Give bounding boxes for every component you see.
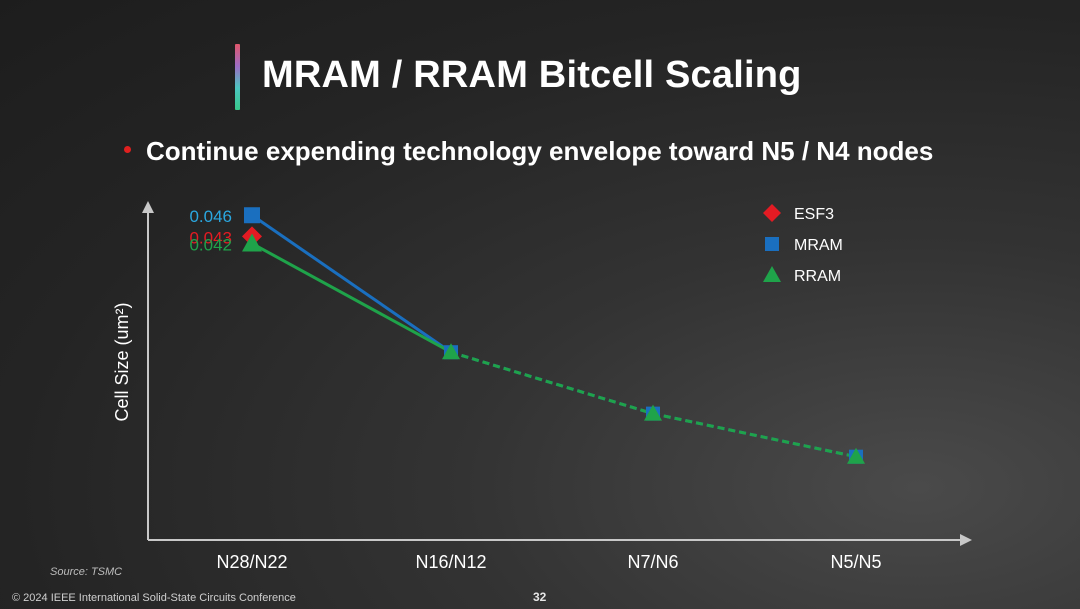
x-tick-label: N7/N6 <box>627 552 678 572</box>
legend-rram-marker <box>763 266 781 282</box>
copyright-text: © 2024 IEEE International Solid-State Ci… <box>12 592 296 604</box>
mram-data-label: 0.046 <box>189 207 232 226</box>
title-accent-bar <box>235 44 240 110</box>
rram-line-segment <box>652 412 857 459</box>
rram-data-label: 0.042 <box>189 235 232 254</box>
mram-line-segment <box>251 214 452 354</box>
slide-title: MRAM / RRAM Bitcell Scaling <box>262 54 802 96</box>
rram-line-segment <box>450 350 654 416</box>
rram-marker <box>442 343 460 360</box>
legend-rram-label: RRAM <box>794 268 841 285</box>
esf3-data-label: 0.043 <box>189 228 232 247</box>
mram-marker <box>244 207 260 224</box>
x-axis-arrow <box>960 534 972 546</box>
legend-esf3-label: ESF3 <box>794 206 834 223</box>
y-axis-label: Cell Size (um²) <box>112 302 132 421</box>
y-axis-arrow <box>142 201 154 213</box>
rram-line-segment <box>251 242 452 354</box>
legend-mram-marker <box>765 237 779 251</box>
bullet-dot <box>124 146 131 153</box>
x-tick-label: N28/N22 <box>216 552 287 572</box>
legend-esf3-marker <box>763 204 781 222</box>
x-tick-label: N16/N12 <box>415 552 486 572</box>
x-tick-label: N5/N5 <box>830 552 881 572</box>
rram-marker <box>644 404 662 421</box>
source-note: Source: TSMC <box>50 566 123 578</box>
legend-mram-label: MRAM <box>794 237 843 254</box>
bullet-text: Continue expending technology envelope t… <box>146 136 934 166</box>
rram-marker <box>847 447 865 464</box>
page-number: 32 <box>533 590 547 604</box>
rram-marker <box>242 233 262 252</box>
